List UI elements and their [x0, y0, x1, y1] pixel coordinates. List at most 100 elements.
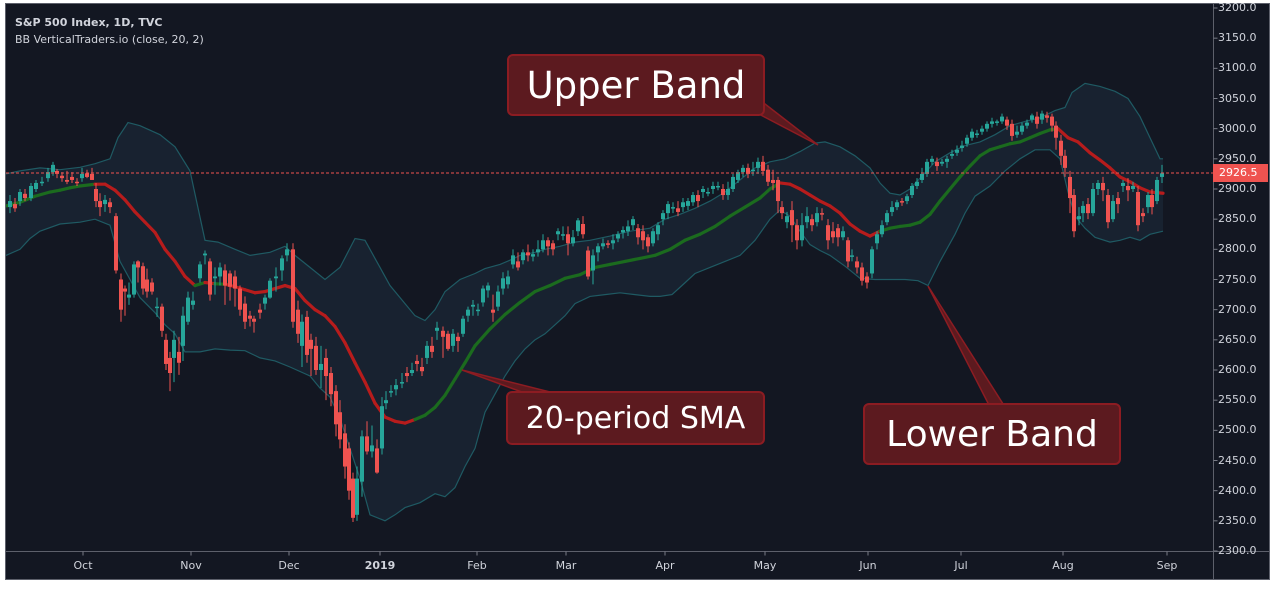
- candle[interactable]: [471, 300, 475, 316]
- candle[interactable]: [435, 321, 439, 340]
- candle[interactable]: [960, 140, 964, 152]
- candle[interactable]: [75, 178, 79, 186]
- candle[interactable]: [890, 201, 894, 217]
- candle[interactable]: [865, 272, 869, 289]
- candle[interactable]: [46, 167, 50, 182]
- candle[interactable]: [501, 272, 505, 295]
- candle[interactable]: [586, 246, 590, 280]
- candle[interactable]: [430, 336, 434, 358]
- candle[interactable]: [985, 121, 989, 132]
- candle[interactable]: [1155, 176, 1159, 205]
- candle[interactable]: [496, 285, 500, 311]
- candle[interactable]: [721, 184, 725, 200]
- candle[interactable]: [425, 341, 429, 364]
- candle[interactable]: [186, 291, 190, 325]
- candle[interactable]: [686, 198, 690, 211]
- candle[interactable]: [70, 172, 74, 183]
- candle[interactable]: [1000, 113, 1004, 124]
- candle[interactable]: [681, 198, 685, 212]
- candle[interactable]: [726, 181, 730, 200]
- candle[interactable]: [85, 169, 89, 179]
- candle[interactable]: [420, 357, 424, 377]
- candle[interactable]: [701, 185, 705, 199]
- candle[interactable]: [1086, 198, 1090, 220]
- candle[interactable]: [466, 306, 470, 322]
- candle[interactable]: [831, 222, 835, 244]
- candle[interactable]: [880, 220, 884, 238]
- candle[interactable]: [536, 240, 540, 257]
- candle[interactable]: [238, 285, 242, 316]
- candle[interactable]: [456, 332, 460, 352]
- candle[interactable]: [1141, 208, 1145, 223]
- candle[interactable]: [29, 182, 33, 202]
- candle[interactable]: [218, 262, 222, 286]
- candle[interactable]: [394, 379, 398, 396]
- candle[interactable]: [168, 351, 172, 392]
- candle[interactable]: [127, 282, 131, 305]
- candle[interactable]: [60, 172, 64, 182]
- candle[interactable]: [611, 234, 615, 250]
- candle[interactable]: [696, 190, 700, 208]
- candle[interactable]: [228, 270, 232, 301]
- candle[interactable]: [1077, 207, 1081, 226]
- candle[interactable]: [776, 176, 780, 214]
- candle[interactable]: [405, 366, 409, 383]
- candle[interactable]: [566, 226, 570, 256]
- candle[interactable]: [810, 214, 814, 232]
- candle[interactable]: [626, 220, 630, 237]
- candle[interactable]: [711, 181, 715, 194]
- candle[interactable]: [900, 198, 904, 206]
- candle[interactable]: [136, 260, 140, 283]
- candle[interactable]: [1111, 195, 1115, 223]
- candle[interactable]: [1081, 201, 1085, 223]
- candle[interactable]: [108, 198, 112, 214]
- candle[interactable]: [343, 424, 347, 479]
- candle[interactable]: [18, 189, 22, 206]
- candle[interactable]: [631, 216, 635, 231]
- candle[interactable]: [23, 189, 27, 202]
- candle[interactable]: [556, 228, 560, 241]
- candle[interactable]: [1045, 111, 1049, 123]
- candle[interactable]: [616, 231, 620, 243]
- candle[interactable]: [1131, 181, 1135, 193]
- candle[interactable]: [875, 231, 879, 250]
- candle[interactable]: [736, 169, 740, 183]
- candle[interactable]: [935, 157, 939, 171]
- candle[interactable]: [365, 421, 369, 455]
- candle[interactable]: [850, 249, 854, 262]
- candle[interactable]: [716, 181, 720, 191]
- candle[interactable]: [940, 158, 944, 167]
- candle[interactable]: [461, 315, 465, 337]
- candle[interactable]: [706, 187, 710, 197]
- candle[interactable]: [591, 249, 595, 285]
- candle[interactable]: [98, 193, 102, 217]
- candle[interactable]: [826, 219, 830, 250]
- candle[interactable]: [410, 362, 414, 377]
- candle[interactable]: [1040, 110, 1044, 124]
- candle[interactable]: [355, 466, 359, 521]
- candle[interactable]: [34, 179, 38, 193]
- candle[interactable]: [930, 155, 934, 165]
- candle[interactable]: [925, 158, 929, 177]
- price-plot[interactable]: [6, 4, 1269, 579]
- candle[interactable]: [172, 330, 176, 383]
- candle[interactable]: [1116, 192, 1120, 214]
- candle[interactable]: [258, 303, 262, 319]
- candle[interactable]: [80, 167, 84, 182]
- candle[interactable]: [1072, 189, 1076, 238]
- candle[interactable]: [521, 249, 525, 265]
- candle[interactable]: [531, 249, 535, 262]
- candle[interactable]: [324, 348, 328, 401]
- candle[interactable]: [94, 182, 98, 208]
- candle[interactable]: [334, 385, 338, 437]
- candle[interactable]: [155, 297, 159, 317]
- candle[interactable]: [208, 258, 212, 301]
- candle[interactable]: [766, 164, 770, 186]
- candle[interactable]: [486, 282, 490, 298]
- candle[interactable]: [805, 207, 809, 229]
- candle[interactable]: [601, 238, 605, 250]
- candle[interactable]: [223, 264, 227, 305]
- candle[interactable]: [13, 198, 17, 212]
- candle[interactable]: [1096, 179, 1100, 196]
- candle[interactable]: [671, 202, 675, 214]
